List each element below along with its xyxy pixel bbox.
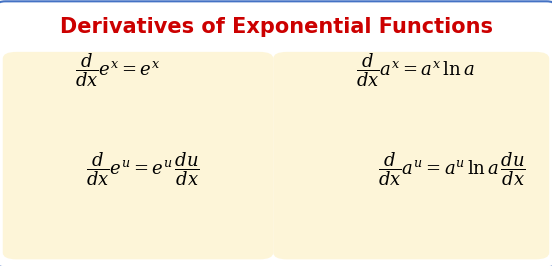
Text: $\dfrac{d}{dx}a^{x} = a^{x}\,\mathrm{ln}\,a$: $\dfrac{d}{dx}a^{x} = a^{x}\,\mathrm{ln}… xyxy=(356,52,475,89)
Text: Derivatives of Exponential Functions: Derivatives of Exponential Functions xyxy=(60,17,492,37)
FancyBboxPatch shape xyxy=(3,52,273,259)
Text: $\dfrac{d}{dx}e^{u} = e^{u}\,\dfrac{du}{dx}$: $\dfrac{d}{dx}e^{u} = e^{u}\,\dfrac{du}{… xyxy=(86,150,199,188)
Text: $\dfrac{d}{dx}e^{x} = e^{x}$: $\dfrac{d}{dx}e^{x} = e^{x}$ xyxy=(75,52,160,89)
FancyBboxPatch shape xyxy=(273,52,549,259)
Text: $\dfrac{d}{dx}a^{u} = a^{u}\,\mathrm{ln}\,a\,\dfrac{du}{dx}$: $\dfrac{d}{dx}a^{u} = a^{u}\,\mathrm{ln}… xyxy=(378,150,526,188)
